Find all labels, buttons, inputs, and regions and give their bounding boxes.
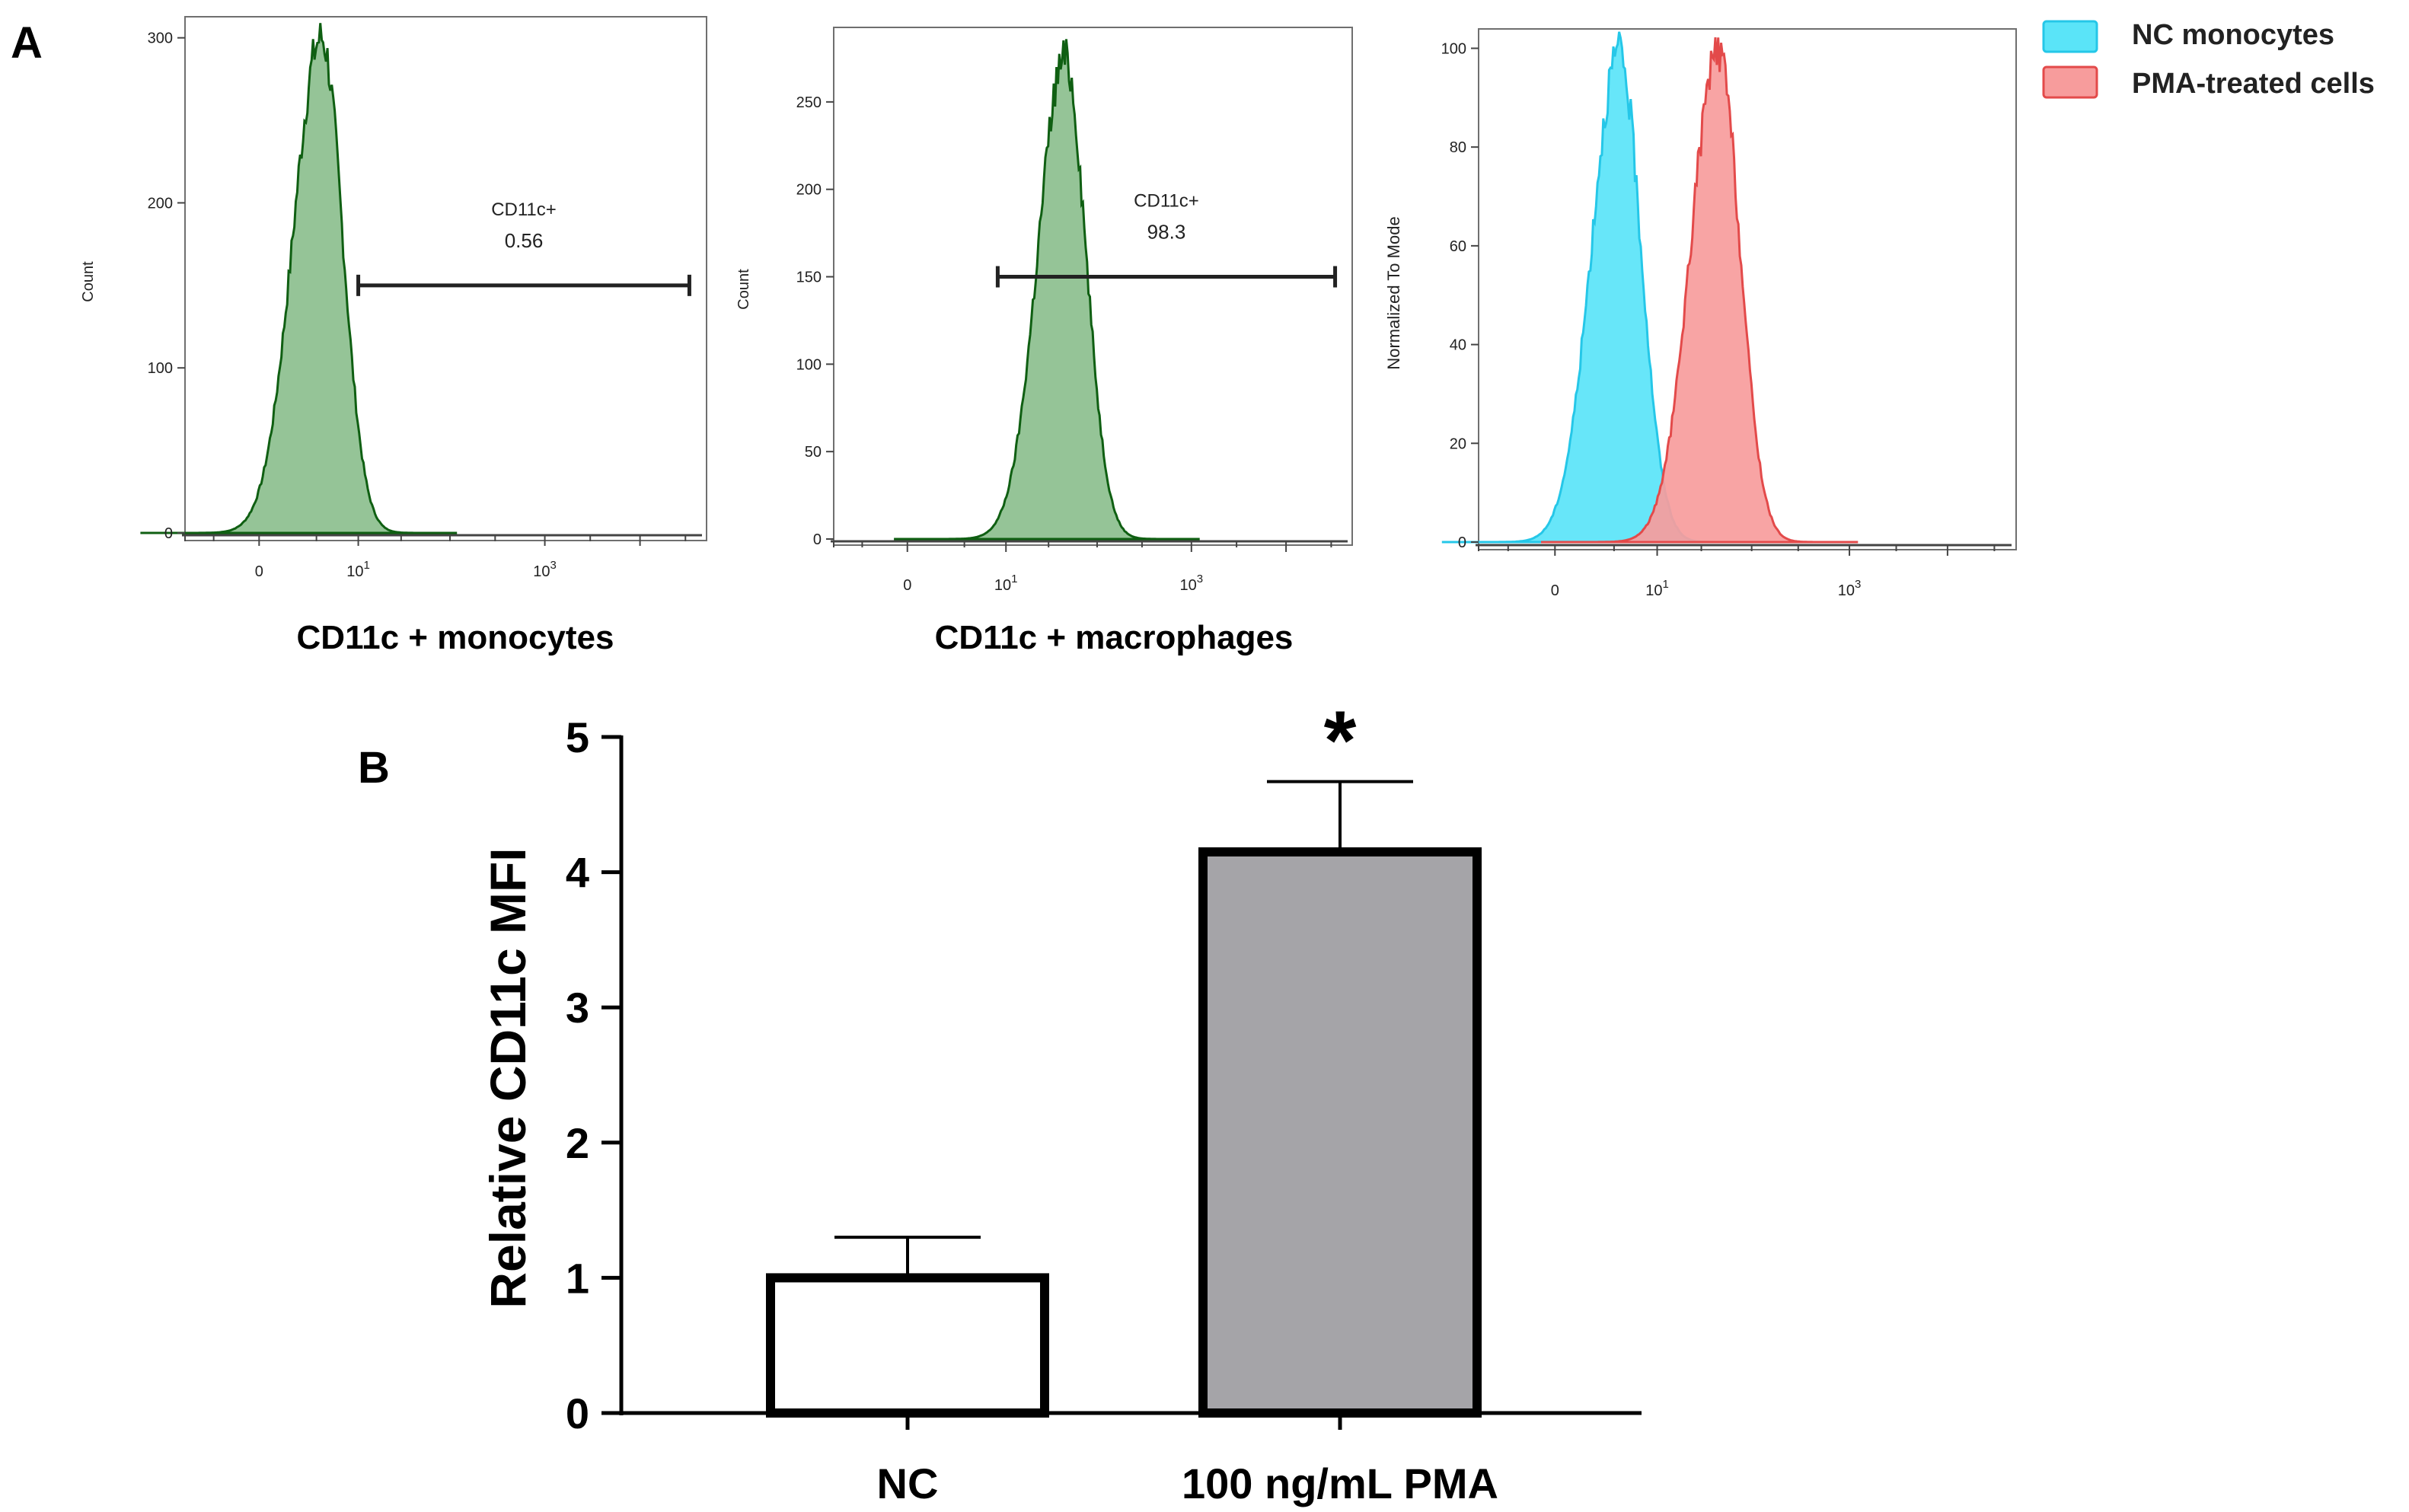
- y-axis-label: Relative CD11c MFI: [480, 847, 536, 1308]
- plot-frame: [1478, 28, 2017, 550]
- y-tick-label: 0: [566, 1389, 589, 1437]
- y-tick-label: 200: [796, 182, 822, 199]
- legend: NC monocytes PMA-treated cells: [2042, 19, 2375, 100]
- legend-swatch-nc-monocytes: [2042, 20, 2098, 53]
- legend-label-pma-treated-cells: PMA-treated cells: [2132, 68, 2375, 100]
- x-tick-label: 101: [994, 573, 1018, 594]
- y-tick-label: 80: [1450, 139, 1466, 156]
- histogram-monocytes: 0 100 200 300 0 101 103 Count CD11c + monocyt…: [80, 16, 707, 656]
- histogram-macrophages: 0 50 100 150 200 250 0 101 103 Count CD11c + ma…: [735, 27, 1353, 656]
- histogram-curve: [894, 39, 1200, 541]
- y-axis-label: Count: [80, 261, 97, 302]
- y-tick-label: 50: [805, 444, 822, 461]
- y-tick-label: 100: [148, 360, 173, 377]
- bar-pma: [1198, 847, 1482, 1418]
- y-tick-label: 60: [1450, 238, 1466, 255]
- gate-name: CD11c+: [491, 199, 557, 220]
- y-axis-label: Normalized To Mode: [1384, 216, 1403, 369]
- y-tick-label: 4: [566, 849, 589, 897]
- y-tick-label: 100: [1441, 40, 1466, 57]
- x-tick-label: 101: [346, 559, 370, 580]
- histogram-title: CD11c + monocytes: [297, 619, 614, 656]
- x-tick-label: 103: [1180, 573, 1204, 594]
- x-tick-label: 103: [533, 559, 557, 580]
- y-tick-label: 1: [566, 1254, 589, 1302]
- plot-frame: [833, 27, 1353, 546]
- gate-cd11c-plus: CD11c+ 0.56: [356, 199, 691, 296]
- panel-label-a: A: [11, 18, 43, 68]
- gate-cd11c-plus: CD11c+ 98.3: [995, 191, 1338, 288]
- legend-swatch-pma-treated-cells: [2042, 65, 2098, 99]
- y-tick-label: 3: [566, 984, 589, 1032]
- y-tick-label: 300: [148, 30, 173, 47]
- x-tick-label: 0: [255, 563, 263, 580]
- bar-chart-mfi: * NC 100 ng/mL PMA 0 1 2 3 4 5 Relative CD11c M…: [480, 694, 1642, 1507]
- plot-frame: [184, 16, 707, 541]
- gate-name: CD11c+: [1134, 191, 1199, 212]
- histogram-title: CD11c + macrophages: [935, 619, 1294, 656]
- gate-value: 0.56: [505, 229, 544, 252]
- bar-nc: [766, 1273, 1049, 1418]
- legend-label-nc-monocytes: NC monocytes: [2132, 19, 2334, 51]
- significance-asterisk: *: [1324, 694, 1357, 788]
- y-tick-label: 5: [566, 713, 589, 761]
- histogram-overlay: 0 20 40 60 80 100 0 101 103 Normalized To Mode: [1384, 28, 2017, 599]
- x-tick-label: 103: [1838, 578, 1862, 599]
- y-tick-label: 0: [1458, 534, 1466, 551]
- x-tick-label: 0: [1551, 582, 1559, 599]
- x-tick-label: NC: [877, 1459, 939, 1507]
- y-tick-label: 0: [164, 525, 173, 542]
- histogram-curve-pma-treated-cells: [1541, 37, 1859, 544]
- histogram-curve: [140, 23, 458, 534]
- y-tick-label: 40: [1450, 337, 1466, 354]
- x-tick-label: 0: [903, 577, 911, 594]
- y-tick-label: 2: [566, 1119, 589, 1167]
- y-tick-label: 100: [796, 356, 822, 373]
- y-tick-label: 200: [148, 195, 173, 212]
- x-tick-label: 100 ng/mL PMA: [1182, 1459, 1498, 1507]
- y-tick-label: 0: [813, 531, 822, 548]
- y-tick-label: 150: [796, 270, 822, 286]
- y-tick-label: 20: [1450, 435, 1466, 452]
- y-tick-label: 250: [796, 94, 822, 111]
- y-axis-label: Count: [735, 269, 752, 310]
- x-tick-label: 101: [1645, 578, 1669, 599]
- panel-label-b: B: [358, 743, 390, 793]
- gate-value: 98.3: [1147, 221, 1186, 244]
